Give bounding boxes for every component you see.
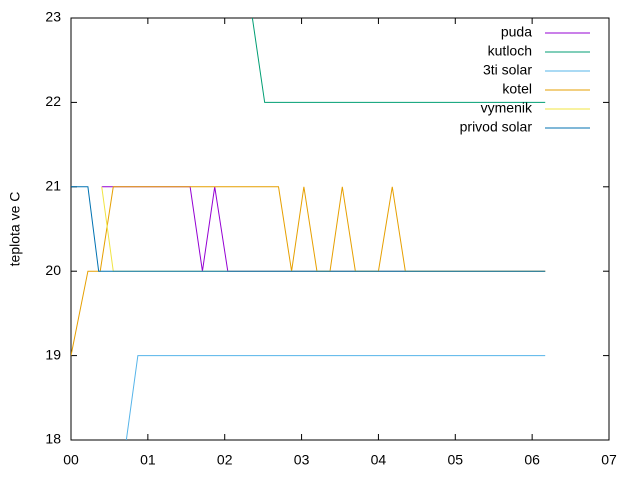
legend-label: 3ti solar: [483, 62, 532, 78]
series-line: [101, 186, 546, 272]
x-tick-label: 04: [371, 452, 387, 468]
series-line: [251, 18, 546, 103]
x-tick-label: 03: [294, 452, 310, 468]
x-tick-label: 05: [447, 452, 463, 468]
series-line: [125, 355, 546, 440]
y-tick-label: 19: [45, 346, 61, 362]
series-line: [71, 186, 546, 272]
legend-label: kutloch: [488, 43, 532, 59]
y-tick-label: 23: [45, 9, 61, 25]
legend-label: vymenik: [481, 100, 533, 116]
series-line: [101, 186, 546, 272]
plot-border: [70, 17, 610, 441]
x-tick-label: 07: [601, 452, 617, 468]
y-tick-label: 22: [45, 93, 61, 109]
y-tick-label: 20: [45, 262, 61, 278]
y-tick-label: 18: [45, 431, 61, 447]
y-tick-label: 21: [45, 178, 61, 194]
legend-label: puda: [501, 24, 532, 40]
x-tick-label: 06: [524, 452, 540, 468]
x-tick-label: 02: [217, 452, 233, 468]
y-axis-label: teplota ve C: [7, 192, 23, 267]
legend-label: kotel: [502, 81, 532, 97]
x-tick-label: 00: [63, 452, 79, 468]
legend-label: privod solar: [460, 119, 533, 135]
x-tick-label: 01: [140, 452, 156, 468]
